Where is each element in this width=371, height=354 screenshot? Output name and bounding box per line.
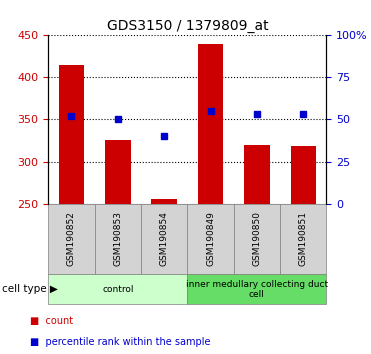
Bar xyxy=(151,199,177,204)
Text: ■  percentile rank within the sample: ■ percentile rank within the sample xyxy=(30,337,210,347)
Text: control: control xyxy=(102,285,134,294)
Text: inner medullary collecting duct
cell: inner medullary collecting duct cell xyxy=(186,280,328,299)
Text: GSM190852: GSM190852 xyxy=(67,211,76,267)
Bar xyxy=(290,147,316,204)
Text: ■  count: ■ count xyxy=(30,316,73,326)
Text: GSM190850: GSM190850 xyxy=(252,211,262,267)
Bar xyxy=(59,65,84,204)
Bar xyxy=(187,274,326,304)
Bar xyxy=(280,204,326,274)
Text: GSM190851: GSM190851 xyxy=(299,211,308,267)
Title: GDS3150 / 1379809_at: GDS3150 / 1379809_at xyxy=(106,19,268,33)
Bar xyxy=(187,204,234,274)
Bar xyxy=(141,204,187,274)
Bar xyxy=(95,204,141,274)
Bar xyxy=(198,44,223,204)
Bar xyxy=(48,204,95,274)
Bar xyxy=(48,274,187,304)
Bar xyxy=(105,141,131,204)
Text: GSM190854: GSM190854 xyxy=(160,211,169,267)
Text: GSM190853: GSM190853 xyxy=(113,211,122,267)
Bar xyxy=(234,204,280,274)
Text: cell type ▶: cell type ▶ xyxy=(2,284,58,295)
Bar xyxy=(244,145,270,204)
Text: GSM190849: GSM190849 xyxy=(206,211,215,267)
